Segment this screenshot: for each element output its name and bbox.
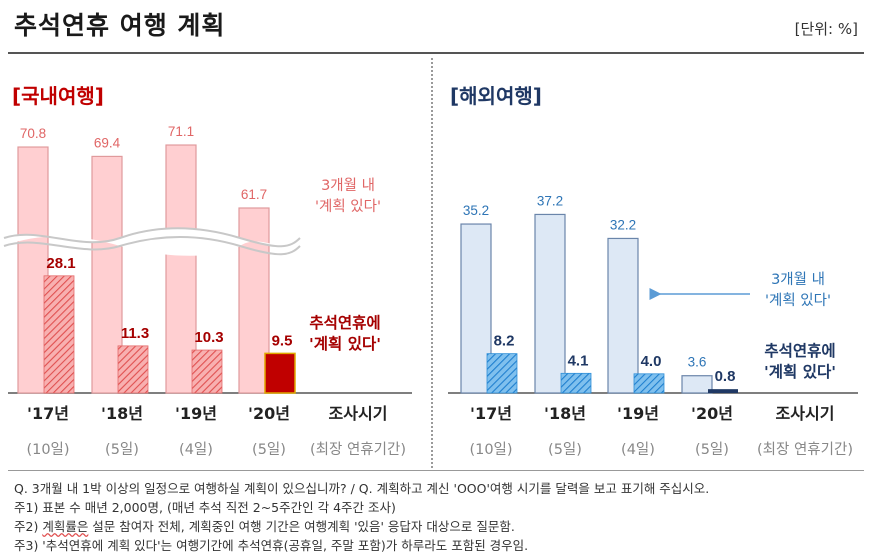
category-label: '18년 (544, 404, 586, 423)
international-chart: 35.2 8.2 '17년 (10일) 37.2 4.1 '18년 (5일) 32.2 4.0 '1… (448, 193, 858, 458)
category-sublabel: (5일) (105, 441, 139, 458)
category-label: '19년 (617, 404, 659, 423)
outer-bar-value-label: 61.7 (241, 187, 267, 202)
outer-bar (607, 237, 639, 394)
footnote-3: 주3) '추석연휴에 계획 있다'는 여행기간에 추석연휴(공휴일, 주말 포함… (14, 538, 529, 553)
outer-bar (460, 223, 492, 394)
inner-bar-value-label: 11.3 (121, 325, 149, 342)
outer-bar-value-label: 3.6 (688, 355, 707, 370)
section-divider (431, 58, 433, 468)
category-label: '17년 (470, 404, 512, 423)
outer-bar-value-label: 70.8 (20, 126, 46, 141)
category-sublabel: (4일) (621, 441, 655, 458)
outer-series-annotation-line2: '계획 있다' (765, 292, 831, 309)
outer-series-annotation-line2: '계획 있다' (315, 198, 381, 215)
title-divider (8, 52, 864, 54)
category-label: '20년 (691, 404, 733, 423)
axis-sublabel: (최장 연휴기간) (757, 441, 853, 458)
inner-bar (117, 345, 149, 394)
category-label: '19년 (175, 404, 217, 423)
domestic-chart-title: [국내여행] (12, 84, 104, 108)
category-sublabel: (5일) (548, 441, 582, 458)
inner-bar-value-label: 4.0 (641, 353, 662, 370)
inner-bar-value-label: 4.1 (568, 352, 589, 369)
inner-bar (191, 349, 223, 394)
footnote-question: Q. 3개월 내 1박 이상의 일정으로 여행하실 계획이 있으십니까? / Q… (14, 481, 710, 496)
outer-series-annotation-line1: 3개월 내 (771, 271, 825, 288)
outer-bar-value-label: 69.4 (94, 135, 121, 150)
outer-bar (681, 375, 713, 394)
inner-bar (43, 275, 75, 394)
axis-sublabel: (최장 연휴기간) (310, 441, 406, 458)
inner-bar (633, 373, 665, 394)
category-label: '17년 (27, 404, 69, 423)
outer-series-annotation-line1: 3개월 내 (321, 177, 375, 194)
category-sublabel: (5일) (695, 441, 729, 458)
category-sublabel: (10일) (469, 441, 512, 458)
outer-bar (17, 146, 49, 394)
outer-bar (534, 213, 566, 394)
charts-canvas: 70.8 28.1 '17년 (10일) 69.4 11.3 '18년 (5일) 71.1 10.… (3, 124, 858, 458)
footnote-2-prefix: 주2) (14, 519, 43, 534)
axis-label: 조사시기 (329, 404, 388, 423)
inner-bar-value-label: 28.1 (46, 255, 75, 272)
inner-bar-value-label: 10.3 (194, 329, 223, 346)
axis-label: 조사시기 (776, 404, 835, 423)
domestic-chart: 70.8 28.1 '17년 (10일) 69.4 11.3 '18년 (5일) 71.1 10.… (3, 124, 412, 458)
outer-bar-value-label: 37.2 (537, 193, 563, 208)
inner-series-annotation-line2: '계획 있다' (309, 334, 381, 353)
inner-series-annotation-line2: '계획 있다' (764, 362, 836, 381)
category-sublabel: (5일) (252, 441, 286, 458)
axis-break-line-top (3, 227, 301, 248)
outer-bar-value-label: 35.2 (463, 203, 489, 218)
outer-bar (91, 155, 123, 394)
page-title: 추석연휴 여행 계획 (14, 11, 226, 40)
outer-bar (165, 144, 197, 394)
category-label: '18년 (101, 404, 143, 423)
inner-bar-value-label: 9.5 (272, 332, 293, 349)
inner-bar (486, 353, 518, 394)
unit-label: [단위: %] (794, 20, 858, 38)
axis-break-line-bottom (3, 236, 301, 256)
inner-bar (560, 372, 592, 394)
inner-bar (264, 352, 296, 394)
footnote-2-text: 설문 참여자 전체, 계획중인 여행 기간은 여행계획 '있음' 응답자 대상으… (88, 519, 515, 534)
footnote-divider (8, 470, 864, 471)
outer-bar-value-label: 32.2 (610, 217, 636, 232)
inner-series-annotation-line1: 추석연휴에 (309, 313, 380, 332)
international-chart-title: [해외여행] (450, 84, 542, 108)
outer-bar-value-label: 71.1 (168, 124, 194, 139)
category-sublabel: (4일) (179, 441, 213, 458)
inner-bar-value-label: 8.2 (494, 333, 515, 350)
category-sublabel: (10일) (26, 441, 69, 458)
footnote-2: 주2) 계획률은 설문 참여자 전체, 계획중인 여행 기간은 여행계획 '있음… (14, 516, 515, 535)
footnote-1: 주1) 표본 수 매년 2,000명, (매년 추석 직전 2~5주간인 각 4… (14, 500, 396, 515)
footnote-2-underlined: 계획률은 (42, 519, 89, 534)
inner-bar-value-label: 0.8 (715, 368, 736, 385)
category-label: '20년 (248, 404, 290, 423)
inner-bar (708, 389, 738, 393)
inner-series-annotation-line1: 추석연휴에 (764, 341, 835, 360)
